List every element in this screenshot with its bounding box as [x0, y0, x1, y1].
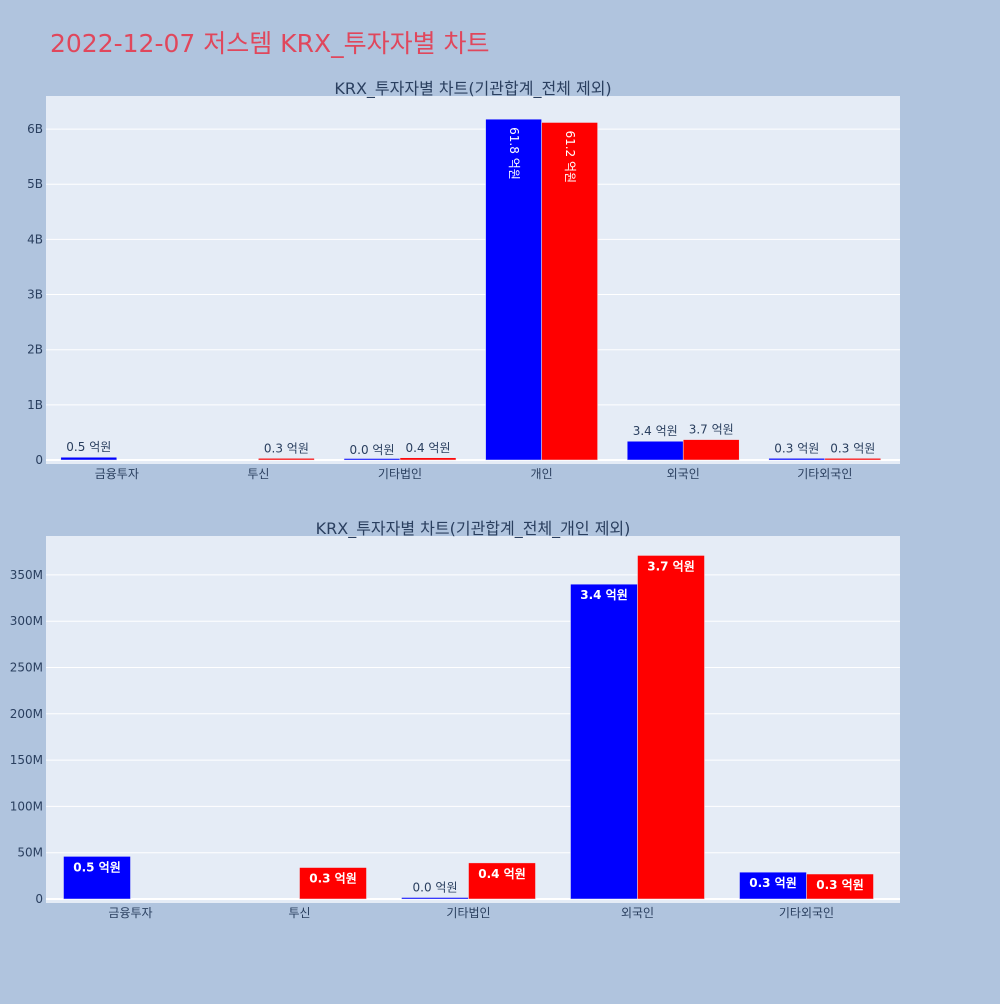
bar: [739, 871, 807, 900]
bar: [682, 439, 740, 461]
data-label: 0.5 억원: [66, 440, 111, 454]
y-tick-label: 6B: [27, 122, 43, 136]
data-label: 0.0 억원: [413, 881, 458, 895]
data-label: 3.4 억원: [633, 424, 678, 438]
data-label: 0.3 억원: [264, 441, 309, 455]
bar: [824, 458, 882, 461]
x-tick-label: 외국인: [621, 906, 654, 920]
bar: [806, 873, 874, 900]
y-tick-label: 4B: [27, 232, 43, 246]
bar: [343, 458, 401, 461]
y-tick-label: 0: [35, 892, 43, 906]
y-tick-label: 3B: [27, 288, 43, 302]
x-tick-label: 투신: [247, 467, 269, 481]
data-label: 0.0 억원: [350, 443, 395, 457]
data-label: 0.3 억원: [774, 441, 819, 455]
data-label: 61.8 억원: [507, 127, 521, 180]
data-label: 61.2 억원: [563, 130, 577, 183]
y-tick-label: 0: [35, 453, 43, 467]
y-tick-label: 200M: [10, 707, 43, 721]
bar: [768, 458, 826, 461]
bar: [570, 583, 638, 900]
data-label: 3.4 억원: [580, 588, 628, 602]
bar: [468, 862, 536, 900]
bar: [60, 456, 118, 461]
y-tick-label: 300M: [10, 614, 43, 628]
y-tick-label: 2B: [27, 343, 43, 357]
x-tick-label: 기타외국인: [797, 467, 852, 481]
chart-title-1: KRX_투자자별 차트(기관합계_전체 제외): [334, 79, 611, 99]
page-title: 2022-12-07 저스템 KRX_투자자별 차트: [50, 29, 490, 58]
bar: [63, 856, 131, 900]
y-tick-label: 350M: [10, 568, 43, 582]
bar: [401, 897, 469, 900]
data-label: 0.3 억원: [830, 441, 875, 455]
y-tick-label: 5B: [27, 177, 43, 191]
x-tick-label: 외국인: [667, 467, 700, 481]
data-label: 3.7 억원: [647, 559, 695, 573]
y-tick-label: 250M: [10, 660, 43, 674]
bar: [299, 867, 367, 900]
bar: [399, 457, 457, 461]
bar: [637, 555, 705, 900]
x-tick-label: 기타법인: [378, 467, 422, 481]
y-tick-label: 100M: [10, 799, 43, 813]
data-label: 0.3 억원: [309, 872, 357, 886]
data-label: 0.3 억원: [749, 876, 797, 890]
x-tick-label: 개인: [531, 467, 553, 481]
bar: [541, 122, 598, 461]
x-tick-label: 금융투자: [95, 467, 139, 481]
data-label: 0.4 억원: [406, 441, 451, 455]
bar: [258, 458, 315, 461]
y-tick-label: 50M: [17, 846, 43, 860]
x-tick-label: 투신: [288, 906, 310, 920]
x-tick-label: 기타법인: [446, 906, 490, 920]
x-tick-label: 기타외국인: [779, 906, 834, 920]
bar: [626, 440, 684, 461]
chart-title-2: KRX_투자자별 차트(기관합계_전체_개인 제외): [316, 519, 631, 539]
data-label: 3.7 억원: [689, 423, 734, 437]
plot-area-1: [46, 96, 900, 464]
y-tick-label: 1B: [27, 398, 43, 412]
plot-area-2: [46, 536, 900, 903]
data-label: 0.5 억원: [73, 860, 121, 874]
data-label: 0.3 억원: [816, 878, 864, 892]
data-label: 0.4 억원: [478, 867, 526, 881]
x-tick-label: 금융투자: [108, 906, 152, 920]
bar: [485, 118, 542, 461]
y-tick-label: 150M: [10, 753, 43, 767]
